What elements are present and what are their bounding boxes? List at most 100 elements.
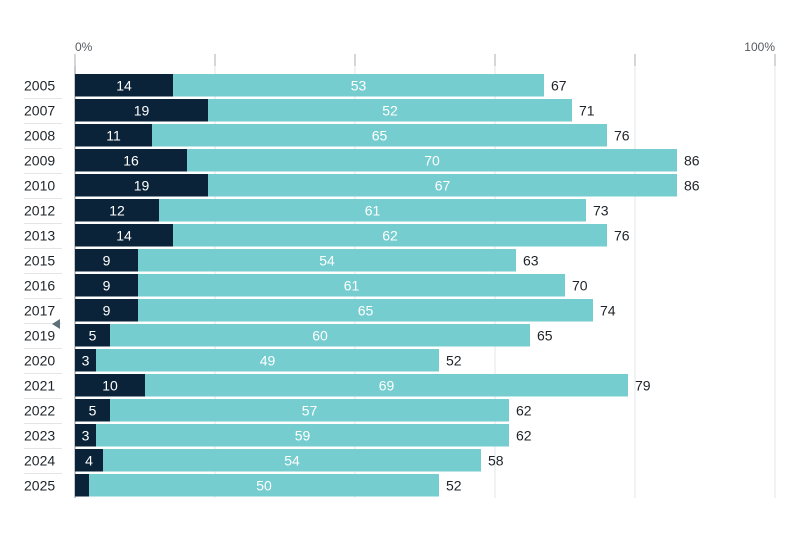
bar-segment-dark — [75, 324, 110, 347]
bar-segment-light — [138, 274, 565, 297]
bar-segment-light — [110, 399, 509, 422]
bar-row: 11 65 76 — [75, 124, 630, 147]
bar-row: 9 54 63 — [75, 249, 539, 272]
bar-total-label: 73 — [593, 202, 609, 218]
bar-row: 5 57 62 — [75, 399, 532, 422]
segment-value-label: 69 — [379, 377, 395, 393]
segment-value-label: 53 — [351, 77, 367, 93]
bar-total-label: 67 — [551, 77, 567, 93]
segment-value-label: 9 — [103, 277, 111, 293]
category-label: 2005 — [24, 77, 55, 93]
bar-segment-dark — [75, 199, 159, 222]
bar-row: 3 49 52 — [75, 349, 462, 372]
bar-total-label: 62 — [516, 427, 532, 443]
bar-segment-light — [152, 124, 607, 147]
bar-segment-light — [138, 299, 593, 322]
category-label: 2024 — [24, 452, 55, 468]
bar-segment-light — [187, 149, 677, 172]
x-tick-label: 100% — [744, 40, 775, 54]
category-label: 2017 — [24, 302, 55, 318]
bar-segment-light — [173, 224, 607, 247]
bar-total-label: 86 — [684, 152, 700, 168]
segment-value-label: 65 — [358, 302, 374, 318]
segment-value-label: 67 — [435, 177, 451, 193]
bar-segment-dark — [75, 224, 173, 247]
segment-value-label: 3 — [82, 427, 90, 443]
bar-segment-light — [173, 74, 544, 97]
bar-total-label: 63 — [523, 252, 539, 268]
bar-segment-dark — [75, 474, 89, 497]
segment-value-label: 10 — [102, 377, 118, 393]
bar-total-label: 86 — [684, 177, 700, 193]
bar-segment-dark — [75, 99, 208, 122]
bar-segment-dark — [75, 149, 187, 172]
bar-segment-light — [145, 374, 628, 397]
category-label: 2010 — [24, 177, 55, 193]
segment-value-label: 54 — [319, 252, 335, 268]
segment-value-label: 62 — [382, 227, 398, 243]
segment-value-label: 59 — [295, 427, 311, 443]
bar-segment-light — [96, 424, 509, 447]
segment-value-label: 19 — [134, 177, 150, 193]
segment-value-label: 57 — [302, 402, 318, 418]
bar-segment-dark — [75, 74, 173, 97]
bar-segment-light — [89, 474, 439, 497]
bar-row: 14 62 76 — [75, 224, 630, 247]
bar-row: 14 53 67 — [75, 74, 567, 97]
category-label: 2025 — [24, 477, 55, 493]
category-label: 2016 — [24, 277, 55, 293]
segment-value-label: 61 — [365, 202, 381, 218]
category-label: 2008 — [24, 127, 55, 143]
bar-segment-light — [103, 449, 481, 472]
segment-value-label: 9 — [103, 252, 111, 268]
bar-total-label: 52 — [446, 352, 462, 368]
segment-value-label: 54 — [284, 452, 300, 468]
segment-value-label: 49 — [260, 352, 276, 368]
bar-row: 9 61 70 — [75, 274, 588, 297]
bar-row: 5 60 65 — [75, 324, 553, 347]
bar-total-label: 76 — [614, 127, 630, 143]
segment-value-label: 12 — [109, 202, 125, 218]
bar-segment-dark — [75, 249, 138, 272]
segment-value-label: 3 — [82, 352, 90, 368]
bar-total-label: 74 — [600, 302, 616, 318]
bar-segment-light — [159, 199, 586, 222]
category-label: 2019 — [24, 327, 55, 343]
bar-segment-dark — [75, 299, 138, 322]
category-label: 2013 — [24, 227, 55, 243]
category-labels: 2005 2007 2008 2009 2010 2012 2013 2015 2016 2017… — [24, 77, 62, 493]
bar-segment-light — [110, 324, 530, 347]
bar-total-label: 76 — [614, 227, 630, 243]
bar-row: 3 59 62 — [75, 424, 532, 447]
bar-row: 19 67 86 — [75, 174, 700, 197]
category-label: 2021 — [24, 377, 55, 393]
category-label: 2020 — [24, 352, 55, 368]
bar-row: 10 69 79 — [75, 374, 651, 397]
bar-row: 16 70 86 — [75, 149, 700, 172]
bar-segment-dark — [75, 374, 145, 397]
segment-value-label: 65 — [372, 127, 388, 143]
segment-value-label: 52 — [382, 102, 398, 118]
segment-value-label: 4 — [85, 452, 93, 468]
segment-value-label: 14 — [116, 77, 132, 93]
segment-value-label: 14 — [116, 227, 132, 243]
bar-row: 4 54 58 — [75, 449, 504, 472]
segment-value-label: 19 — [134, 102, 150, 118]
category-label: 2009 — [24, 152, 55, 168]
bar-segment-dark — [75, 124, 152, 147]
bar-row: 9 65 74 — [75, 299, 616, 322]
bar-segment-light — [96, 349, 439, 372]
bar-segment-light — [208, 99, 572, 122]
segment-value-label: 11 — [106, 127, 121, 143]
bar-segment-dark — [75, 399, 110, 422]
bar-total-label: 65 — [537, 327, 553, 343]
x-tick-label: 0% — [75, 40, 93, 54]
bar-row: 12 61 73 — [75, 199, 609, 222]
segment-value-label: 50 — [256, 477, 272, 493]
bar-total-label: 58 — [488, 452, 504, 468]
bar-total-label: 52 — [446, 477, 462, 493]
bar-segment-light — [138, 249, 516, 272]
segment-value-label: 5 — [89, 327, 97, 343]
